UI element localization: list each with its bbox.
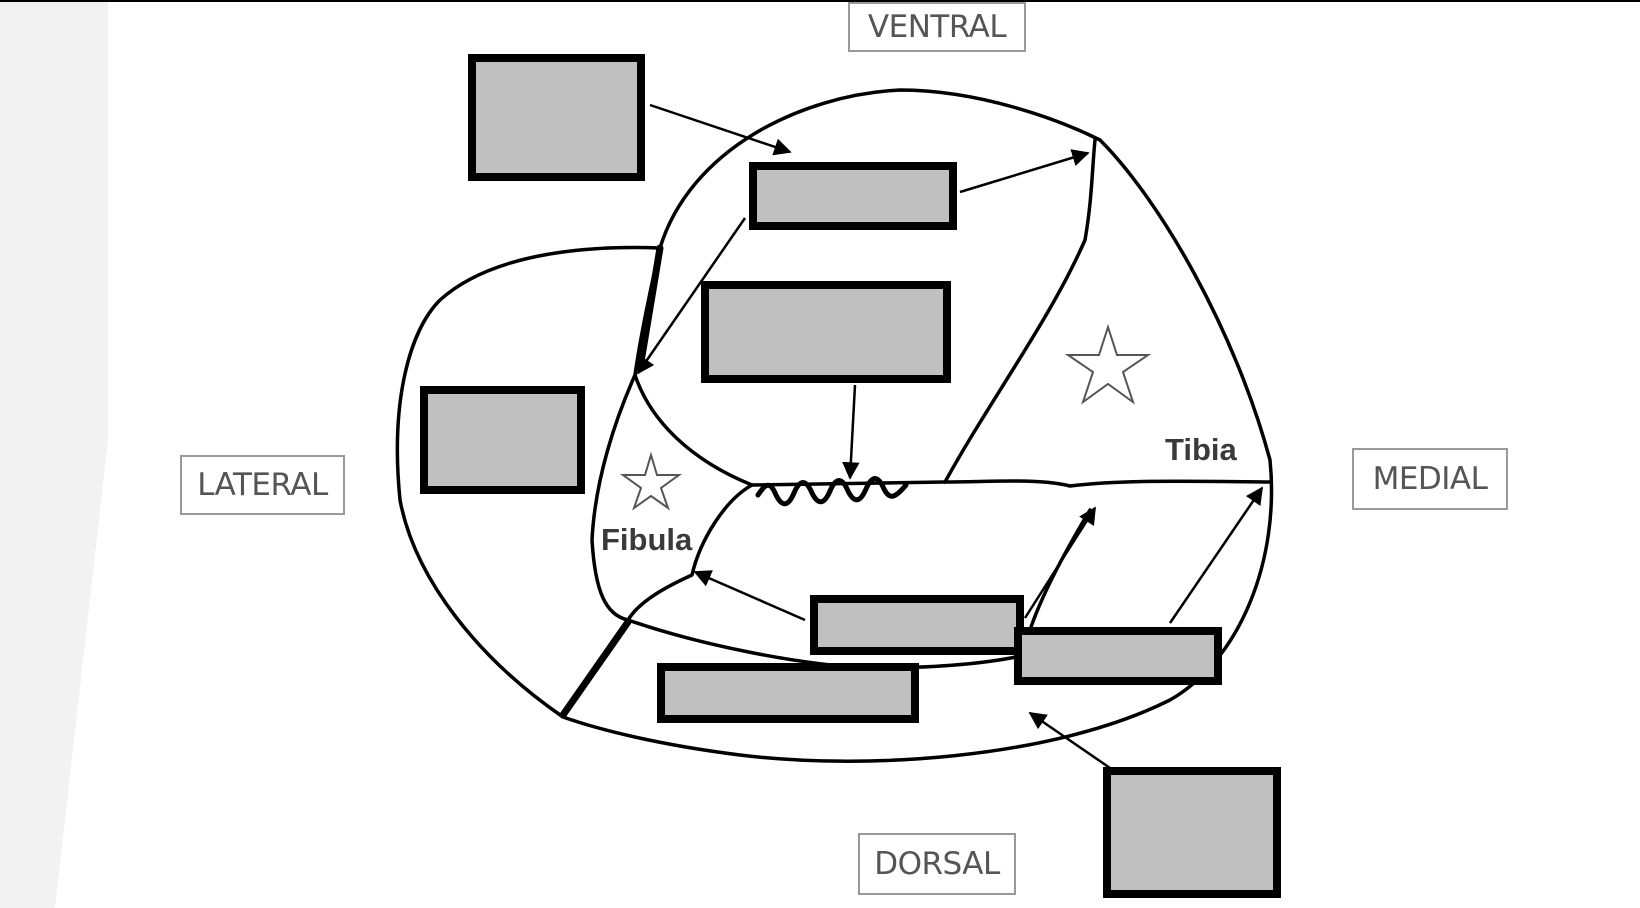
tibia-to-deep-line [1028,508,1092,632]
answer-box[interactable] [701,281,951,383]
interosseous-membrane [755,476,909,507]
answer-box[interactable] [749,162,957,230]
answer-box[interactable] [810,595,1024,655]
dorsal-label: DORSAL [858,833,1016,895]
answer-box[interactable] [1103,767,1281,898]
frame-shading-band [0,0,108,908]
fibula-outline [590,373,637,622]
posterior-intermuscular-septum [559,618,632,719]
arrow-box5-right [1023,506,1097,619]
answer-box[interactable] [468,54,645,181]
interosseous-to-tibia [750,480,947,487]
septum-anterior-right [943,138,1097,484]
arrow-box6 [1168,486,1264,624]
answer-box[interactable] [657,663,919,723]
tibia-label: Tibia [1165,432,1237,467]
arrow-box2-right [959,149,1090,194]
arrow-box5-left [693,570,806,622]
tibia-posterior-edge [943,479,1272,488]
tibia-star-icon [1064,323,1152,405]
arrow-box1 [649,103,792,156]
outer-outline [395,88,1274,763]
answer-box[interactable] [1014,627,1222,685]
arrow-box8 [1028,711,1111,770]
transverse-septum [626,483,754,622]
medial-label: MEDIAL [1352,448,1508,510]
answer-box[interactable] [420,386,585,494]
ventral-label: VENTRAL [848,2,1026,52]
fibula-star-icon [619,451,683,511]
anterior-compartment-floor [633,373,754,487]
fibula-label: Fibula [601,522,693,557]
anterior-intermuscular-septum [636,244,664,372]
arrow-box2-left [636,217,747,375]
lateral-label: LATERAL [180,455,345,515]
arrow-box3 [842,384,860,480]
